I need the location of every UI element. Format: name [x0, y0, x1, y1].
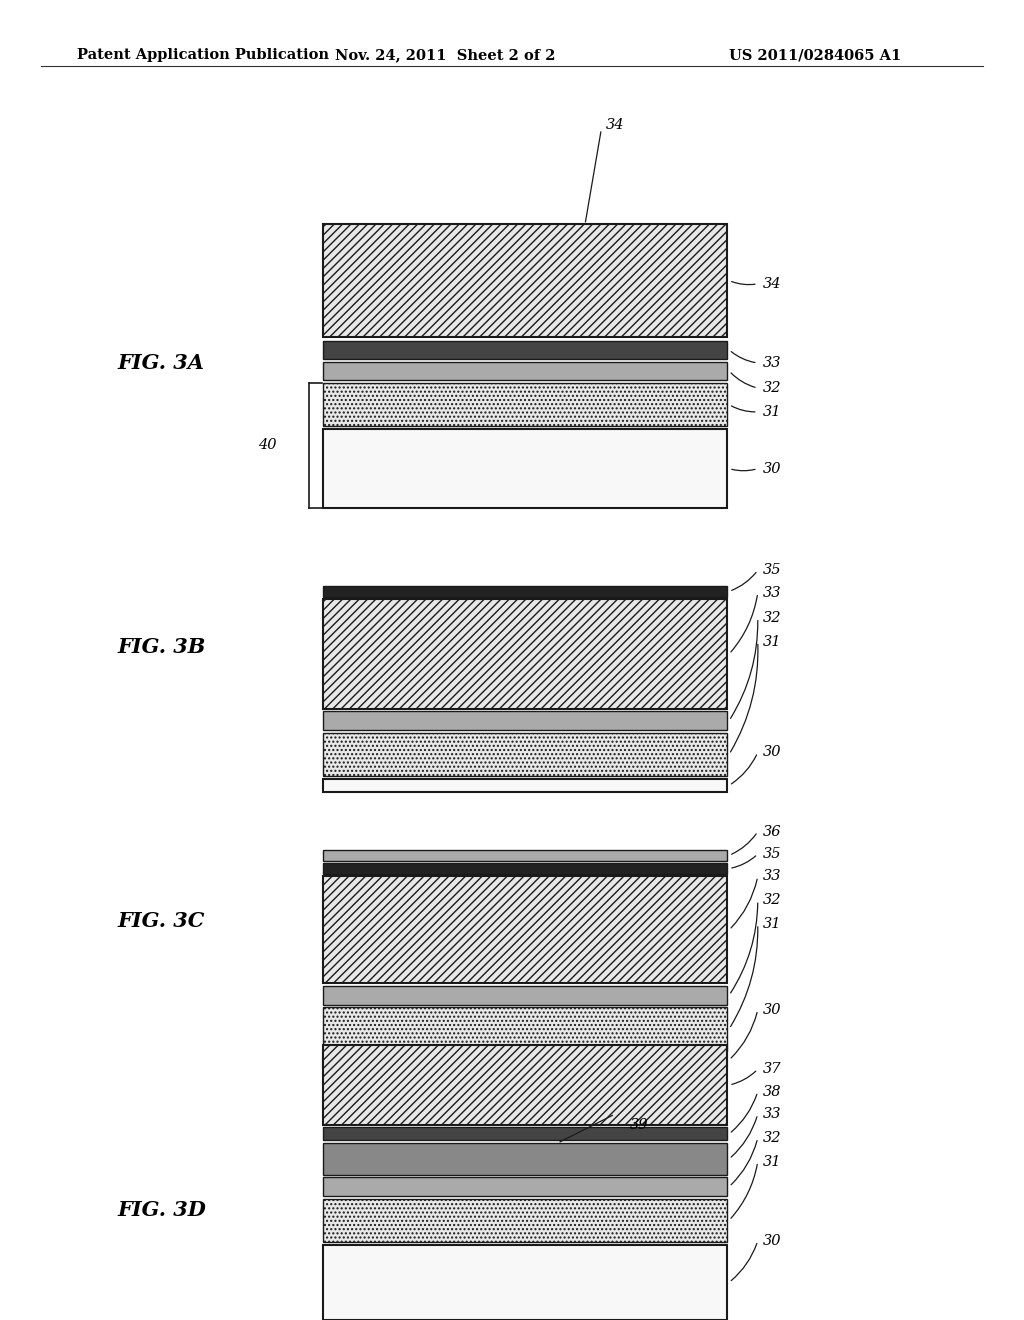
Text: 30: 30: [763, 746, 781, 759]
Text: 31: 31: [763, 405, 781, 418]
Text: 38: 38: [763, 1085, 781, 1098]
Text: FIG. 3B: FIG. 3B: [118, 636, 206, 657]
Text: 30: 30: [763, 1234, 781, 1247]
Text: 33: 33: [763, 870, 781, 883]
Bar: [323, 362, 727, 380]
Text: 35: 35: [763, 564, 781, 577]
Text: 33: 33: [763, 1107, 781, 1121]
Bar: [323, 383, 727, 426]
Text: FIG. 3D: FIG. 3D: [118, 1200, 207, 1221]
Text: 32: 32: [763, 1131, 781, 1144]
Bar: [323, 986, 727, 1005]
Text: Nov. 24, 2011  Sheet 2 of 2: Nov. 24, 2011 Sheet 2 of 2: [335, 49, 556, 62]
Bar: [323, 733, 727, 776]
Bar: [323, 1177, 727, 1196]
Text: 37: 37: [763, 1063, 781, 1076]
Bar: [323, 1007, 727, 1051]
Text: 32: 32: [763, 381, 781, 395]
Text: US 2011/0284065 A1: US 2011/0284065 A1: [729, 49, 901, 62]
Text: Patent Application Publication: Patent Application Publication: [77, 49, 329, 62]
Bar: [323, 341, 727, 359]
Bar: [323, 1045, 727, 1125]
Text: 30: 30: [763, 1003, 781, 1016]
Bar: [323, 1053, 727, 1067]
Text: 33: 33: [763, 586, 781, 599]
Text: 30: 30: [763, 462, 781, 475]
Text: 34: 34: [606, 119, 625, 132]
Bar: [323, 224, 727, 337]
Text: 31: 31: [763, 1155, 781, 1168]
Text: 32: 32: [763, 894, 781, 907]
Bar: [323, 429, 727, 508]
Text: 35: 35: [763, 847, 781, 861]
Bar: [323, 1143, 727, 1175]
Bar: [323, 863, 727, 874]
Bar: [323, 779, 727, 792]
Bar: [323, 876, 727, 983]
Text: FIG. 3C: FIG. 3C: [118, 911, 205, 932]
Text: 33: 33: [763, 356, 781, 370]
Text: 31: 31: [763, 917, 781, 931]
Bar: [323, 850, 727, 861]
Text: 31: 31: [763, 635, 781, 648]
Bar: [323, 599, 727, 709]
Text: 32: 32: [763, 611, 781, 624]
Text: 36: 36: [763, 825, 781, 838]
Text: 40: 40: [258, 438, 276, 451]
Text: 39: 39: [630, 1118, 648, 1131]
Bar: [323, 1245, 727, 1320]
Bar: [323, 711, 727, 730]
Text: FIG. 3A: FIG. 3A: [118, 352, 205, 374]
Text: 34: 34: [763, 277, 781, 290]
Bar: [323, 1127, 727, 1140]
Bar: [323, 1199, 727, 1242]
Bar: [323, 586, 727, 597]
